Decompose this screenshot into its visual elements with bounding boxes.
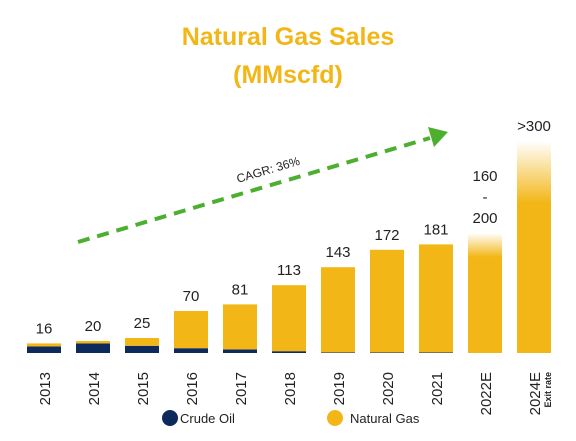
x-tick-label-2017: 2017 bbox=[233, 372, 250, 405]
bar-natural-gas-2015 bbox=[125, 338, 159, 346]
bar-natural-gas-2019 bbox=[321, 267, 355, 353]
bar-natural-gas-2021 bbox=[419, 244, 453, 353]
data-label-2020: 172 bbox=[374, 227, 399, 244]
data-label-2022E-0: 160 bbox=[472, 168, 497, 185]
bar-natural-gas-2017 bbox=[223, 304, 257, 350]
chart-subtitle: (MMscfd) bbox=[233, 61, 343, 89]
bar-natural-gas-2016 bbox=[174, 311, 208, 349]
x-tick-label-2014: 2014 bbox=[86, 372, 103, 405]
data-label-2016: 70 bbox=[183, 288, 200, 305]
legend-natural-gas-label: Natural Gas bbox=[350, 411, 420, 426]
bar-crude-oil-2013 bbox=[27, 346, 61, 353]
x-tick-label-2013: 2013 bbox=[37, 372, 54, 405]
chart-title: Natural Gas Sales bbox=[181, 23, 395, 51]
bar-estimate-range-2022E bbox=[468, 233, 502, 257]
x-tick-label-2019: 2019 bbox=[331, 372, 348, 405]
data-label-2013: 16 bbox=[36, 320, 53, 337]
data-label-2022E-2: 200 bbox=[472, 210, 497, 227]
bar-estimate-range-2024E bbox=[517, 141, 551, 203]
bar-natural-gas-2014 bbox=[76, 341, 110, 344]
data-label-2014: 20 bbox=[85, 318, 102, 335]
bar-crude-oil-2017 bbox=[223, 349, 257, 353]
data-label-2018: 113 bbox=[277, 262, 301, 279]
bar-natural-gas-2024E bbox=[517, 203, 551, 353]
bar-crude-oil-2016 bbox=[174, 348, 208, 353]
cagr-arrow-head bbox=[428, 127, 448, 147]
bar-natural-gas-2020 bbox=[370, 249, 404, 353]
x-tick-label-2021: 2021 bbox=[429, 372, 446, 405]
bar-natural-gas-2018 bbox=[272, 285, 306, 352]
bar-crude-oil-2020 bbox=[370, 352, 404, 353]
x-tick-label-2024E: 2024E bbox=[527, 372, 544, 415]
bar-crude-oil-2018 bbox=[272, 351, 306, 353]
legend-crude-oil-label: Crude Oil bbox=[180, 411, 235, 426]
bar-crude-oil-2021 bbox=[419, 352, 453, 353]
legend-crude-oil-marker bbox=[162, 410, 178, 426]
data-label-2022E-1: - bbox=[483, 189, 488, 206]
data-label-2015: 25 bbox=[134, 315, 151, 332]
bar-crude-oil-2014 bbox=[76, 343, 110, 353]
x-tick-label-2015: 2015 bbox=[135, 372, 152, 405]
bar-crude-oil-2015 bbox=[125, 345, 159, 353]
x-tick-label-2022E: 2022E bbox=[478, 372, 495, 415]
x-tick-label-2020: 2020 bbox=[380, 372, 397, 405]
x-tick-sublabel-2024E: Exit rate bbox=[543, 372, 553, 408]
data-label-2021: 181 bbox=[423, 221, 448, 238]
bar-natural-gas-2013 bbox=[27, 343, 61, 347]
bar-natural-gas-2022E bbox=[468, 257, 502, 353]
bar-crude-oil-2019 bbox=[321, 352, 355, 353]
x-tick-label-2016: 2016 bbox=[184, 372, 201, 405]
data-label-2017: 81 bbox=[232, 281, 249, 298]
cagr-trend-arrow bbox=[77, 136, 431, 244]
legend-natural-gas-marker bbox=[327, 410, 343, 426]
data-label-2019: 143 bbox=[325, 244, 350, 261]
cagr-annotation: CAGR: 36% bbox=[235, 154, 302, 186]
x-tick-label-2018: 2018 bbox=[282, 372, 299, 405]
data-label-2024E: >300 bbox=[517, 118, 551, 135]
